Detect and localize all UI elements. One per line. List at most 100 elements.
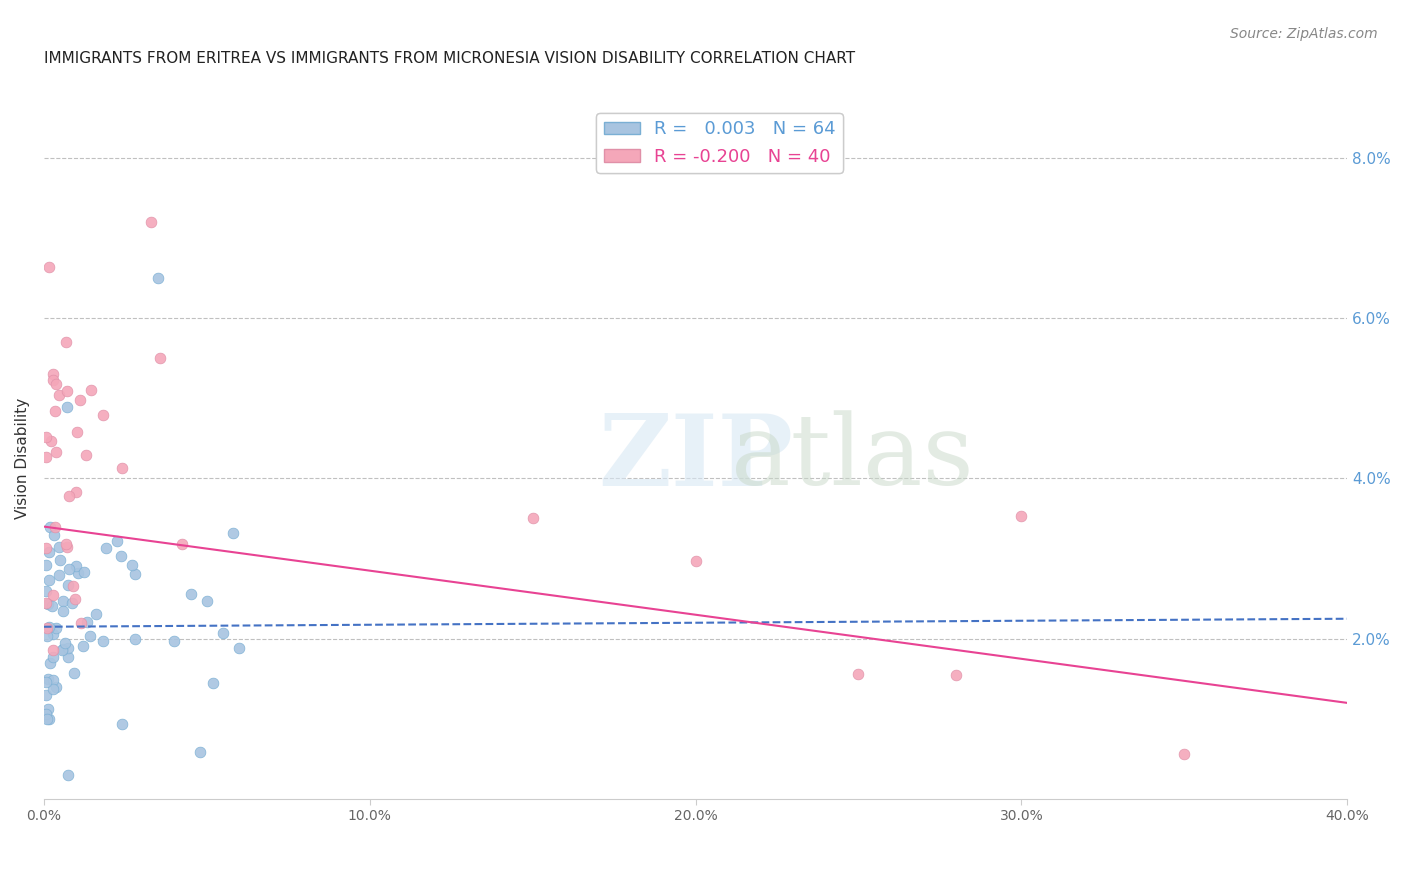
Point [34,688,56,702]
Point [51,643,73,657]
Point [91,409,114,423]
Point [52,642,75,657]
Point [72,640,94,654]
Point [848,667,870,681]
Point [110,549,132,563]
Point [39,656,62,670]
Text: IMMIGRANTS FROM ERITREA VS IMMIGRANTS FROM MICRONESIA VISION DISABILITY CORRELAT: IMMIGRANTS FROM ERITREA VS IMMIGRANTS FR… [44,51,855,66]
Point [48,568,70,582]
Legend: R =   0.003   N = 64, R = -0.200   N = 40: R = 0.003 N = 64, R = -0.200 N = 40 [596,113,844,173]
Point [44,520,66,534]
Point [91,634,114,648]
Point [42,627,65,641]
Point [76,615,98,629]
Point [188,746,211,760]
Point [58,562,80,576]
Point [228,641,250,656]
Point [56,384,79,398]
Point [34,450,56,465]
Point [60,596,83,610]
Point [37,702,59,716]
Point [34,674,56,689]
Point [48,540,70,554]
Point [63,666,86,681]
Point [685,554,707,568]
Point [49,553,72,567]
Point [222,525,245,540]
Point [35,621,58,635]
Point [52,594,75,608]
Y-axis label: Vision Disability: Vision Disability [15,398,30,519]
Point [34,583,56,598]
Point [55,540,77,554]
Point [45,621,67,635]
Point [124,567,146,582]
Point [1010,509,1032,524]
Point [65,558,87,573]
Point [41,599,63,614]
Point [38,713,60,727]
Point [180,587,202,601]
Point [79,629,101,643]
Point [52,605,75,619]
Text: Source: ZipAtlas.com: Source: ZipAtlas.com [1230,27,1378,41]
Point [42,673,65,688]
Point [124,632,146,647]
Point [62,579,84,593]
Point [34,558,56,573]
Point [212,626,235,640]
Point [105,534,128,549]
Point [35,712,58,726]
Point [38,573,60,587]
Text: atlas: atlas [731,410,973,507]
Point [42,373,65,387]
Point [58,641,80,656]
Point [37,672,59,686]
Point [45,445,67,459]
Point [34,541,56,555]
Point [75,448,97,462]
Point [37,629,59,643]
Point [202,676,225,690]
Point [56,578,79,592]
Point [73,565,96,579]
Point [56,768,79,782]
Point [111,717,134,731]
Point [195,593,218,607]
Point [121,558,143,572]
Point [42,588,65,602]
Point [56,400,79,414]
Point [56,650,79,665]
Point [139,215,162,229]
Point [38,520,60,534]
Point [65,425,87,440]
Point [172,537,194,551]
Point [42,682,65,697]
Point [34,430,56,444]
Point [34,595,56,609]
Point [53,635,76,649]
Point [149,351,172,366]
Point [65,485,87,500]
Point [45,681,67,695]
Point [45,377,67,392]
Point [522,511,544,525]
Point [69,392,91,407]
Point [163,634,186,648]
Point [37,597,59,611]
Point [945,667,967,681]
Point [146,271,169,285]
Point [38,260,60,274]
Point [63,591,86,606]
Point [55,335,77,350]
Point [67,566,90,581]
Point [69,615,91,630]
Point [42,528,65,542]
Point [79,383,101,397]
Point [38,545,60,559]
Point [42,650,65,665]
Point [42,368,65,382]
Point [34,706,56,721]
Point [44,404,66,418]
Point [96,541,118,556]
